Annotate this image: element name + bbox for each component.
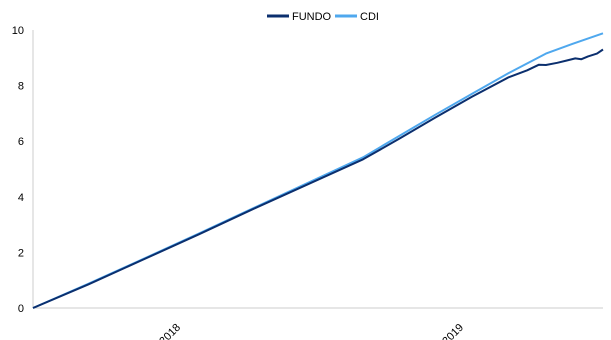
- series-layer: [32, 32, 604, 309]
- series-line-fundo: [32, 48, 604, 309]
- y-tick-label-0: 0: [18, 303, 24, 315]
- y-tick-label-10: 10: [12, 25, 24, 37]
- x-tick-label-2019: 2019: [440, 322, 466, 340]
- y-tick-label-8: 8: [18, 81, 24, 93]
- y-tick-label-2: 2: [18, 247, 24, 259]
- legend: FUNDO CDI: [267, 11, 379, 23]
- y-tick-label-6: 6: [18, 136, 24, 148]
- legend-label-cdi: CDI: [360, 11, 379, 23]
- x-axis-ticks: 2018 2019: [157, 322, 466, 340]
- x-tick-label-2018: 2018: [157, 322, 183, 340]
- y-tick-label-4: 4: [18, 192, 24, 204]
- y-axis-ticks: 0 2 4 6 8 10: [12, 25, 24, 315]
- legend-label-fundo: FUNDO: [292, 11, 332, 23]
